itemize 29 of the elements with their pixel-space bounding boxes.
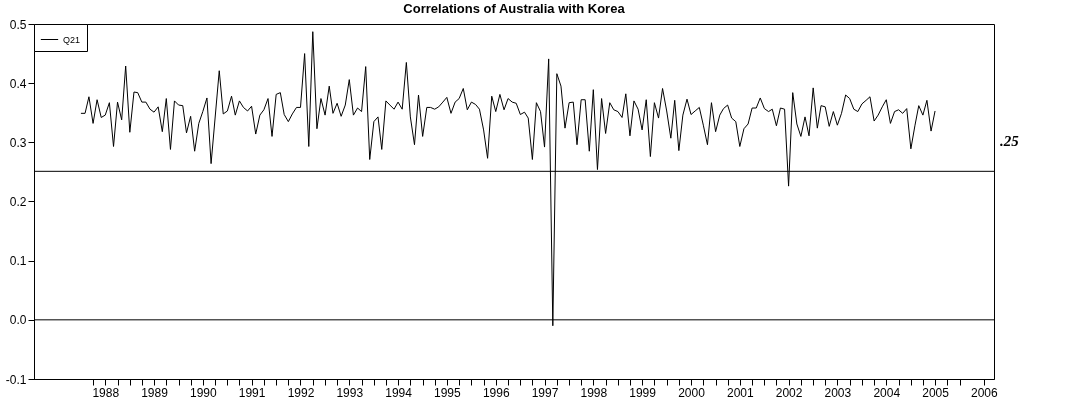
x-tick-label: 1999 — [629, 385, 657, 400]
x-tick-label: 2001 — [726, 385, 754, 400]
x-tick-label: 1990 — [189, 385, 217, 400]
y-tick-label: 0.1 — [9, 254, 27, 269]
x-tick-label: 2002 — [775, 385, 803, 400]
x-tick-label: 2005 — [922, 385, 950, 400]
x-tick-label: 2004 — [873, 385, 901, 400]
y-tick-label: 0.4 — [9, 76, 27, 91]
x-tick-label: 1998 — [580, 385, 608, 400]
x-tick-label: 1988 — [92, 385, 120, 400]
legend-label: Q21 — [63, 34, 81, 45]
y-tick-label: 0.0 — [9, 313, 27, 328]
x-tick-label: 1994 — [385, 385, 413, 400]
y-tick-label: 0.3 — [9, 135, 27, 150]
chart-title: Correlations of Australia with Korea — [403, 1, 626, 16]
x-tick-label: 2003 — [824, 385, 852, 400]
y-tick-label: 0.2 — [9, 195, 27, 209]
x-tick-label: 2000 — [678, 385, 706, 400]
x-tick-label: 1996 — [482, 385, 510, 400]
y-tick-label: 0.5 — [9, 17, 27, 32]
x-tick-label: 1995 — [433, 385, 462, 400]
x-tick-label: 2006 — [970, 385, 999, 400]
x-tick-label: 1991 — [238, 385, 266, 400]
ref-line-label: .25 — [1000, 133, 1020, 150]
x-tick-label: 1993 — [336, 385, 364, 400]
x-tick-label: 1997 — [531, 385, 559, 400]
y-tick-label: -0.1 — [5, 372, 27, 387]
x-tick-label: 1989 — [141, 385, 169, 400]
x-tick-label: 1992 — [287, 385, 315, 400]
